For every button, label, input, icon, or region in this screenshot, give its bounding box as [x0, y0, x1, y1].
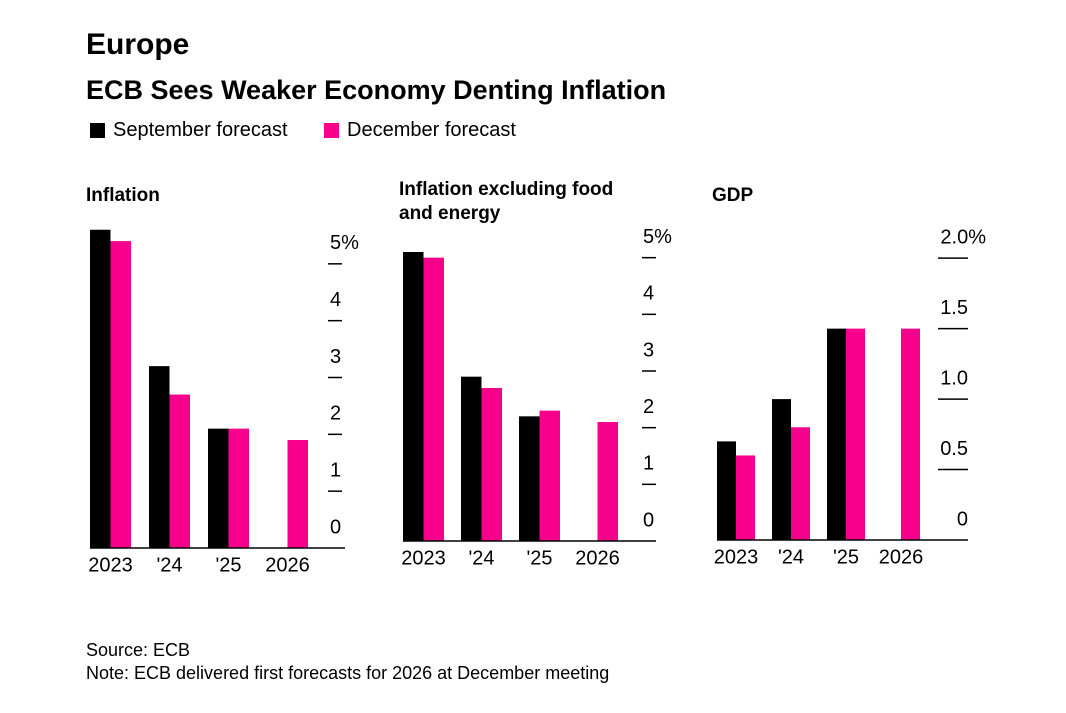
bar: [110, 241, 131, 548]
y-tick-label: 4: [643, 283, 654, 305]
title: ECB Sees Weaker Economy Denting Inflatio…: [86, 75, 667, 105]
kicker: Europe: [86, 28, 190, 61]
y-tick-label: 1.0: [940, 367, 968, 389]
x-tick-label: 2023: [714, 546, 759, 568]
y-tick-label: 1.5: [940, 297, 968, 319]
legend-label: December forecast: [347, 119, 516, 141]
chart-title: GDP: [712, 185, 754, 206]
bar: [717, 441, 736, 540]
chart-title: Inflation excluding food and energy: [399, 179, 614, 224]
y-tick-label: 0: [957, 508, 968, 530]
x-tick-label: '24: [156, 554, 182, 576]
chart-title: Inflation: [86, 185, 160, 206]
bar: [403, 252, 424, 541]
y-tick-label: 3: [330, 346, 341, 368]
x-tick-label: 2026: [879, 546, 924, 568]
source: Source: ECB: [86, 640, 191, 660]
y-tick-label: 2.0%: [940, 226, 986, 248]
bar: [736, 455, 755, 540]
x-tick-label: '24: [778, 546, 804, 568]
y-tick-label: 5%: [643, 226, 672, 248]
x-tick-label: '25: [526, 547, 552, 569]
bar: [846, 328, 865, 540]
legend-item: September forecast: [90, 119, 288, 142]
y-tick-label: 0: [330, 516, 341, 538]
x-tick-label: 2026: [575, 547, 620, 569]
bar: [597, 422, 618, 541]
y-tick-label: 1: [643, 453, 654, 475]
legend-item: December forecast: [324, 119, 516, 142]
legend-label: September forecast: [113, 119, 288, 141]
note: Note: ECB delivered first forecasts for …: [86, 663, 610, 683]
bar: [519, 416, 540, 541]
bar: [169, 394, 190, 548]
y-tick-label: 3: [643, 339, 654, 361]
bar: [90, 229, 111, 548]
x-tick-label: '24: [468, 547, 494, 569]
bar: [791, 427, 810, 540]
y-tick-label: 0: [643, 509, 654, 531]
bar: [772, 399, 791, 540]
x-tick-label: '25: [833, 546, 859, 568]
bar: [827, 328, 846, 540]
x-tick-label: 2023: [88, 554, 133, 576]
bar: [208, 428, 229, 548]
bar: [149, 366, 170, 548]
x-tick-label: 2023: [401, 547, 446, 569]
y-tick-label: 5%: [330, 232, 359, 254]
y-tick-label: 0.5: [940, 438, 968, 460]
y-tick-label: 2: [643, 396, 654, 418]
legend-swatch: [90, 123, 105, 138]
y-tick-label: 4: [330, 289, 341, 311]
x-tick-label: '25: [215, 554, 241, 576]
bar: [423, 257, 444, 541]
bar: [461, 376, 482, 541]
bar: [901, 328, 920, 540]
bar: [228, 428, 249, 548]
y-tick-label: 2: [330, 403, 341, 425]
x-tick-label: 2026: [265, 554, 310, 576]
bar: [539, 410, 560, 541]
y-tick-label: 1: [330, 459, 341, 481]
bar: [481, 388, 502, 541]
bar: [287, 440, 308, 548]
legend-swatch: [324, 123, 339, 138]
